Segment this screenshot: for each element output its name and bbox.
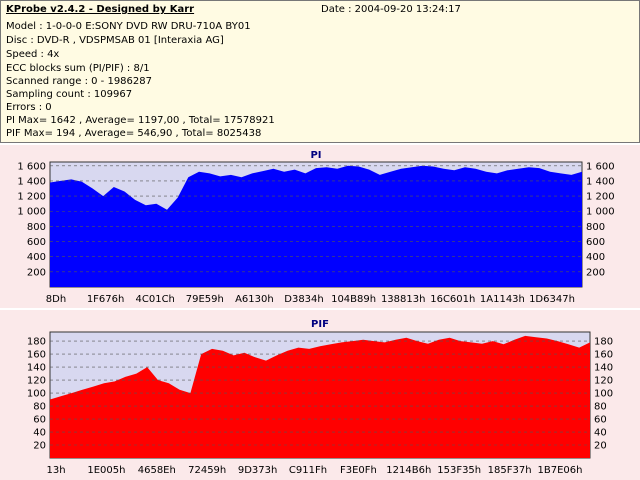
pi-ytick-label-left: 600: [27, 237, 46, 248]
pif-chart: PIF 20 20 40 40 60 60 80 80 100 100 120 120 140 140 160…: [27, 319, 613, 476]
pi-chart-panel: PI 200 200 400 400 600 600 800 800 1 000 1 000 1 20…: [0, 145, 640, 308]
pi-xtick-label: 1F676h: [87, 294, 125, 305]
pif-ytick-label-left: 120: [27, 376, 46, 387]
scan-date: Date : 2004-09-20 13:24:17: [321, 4, 461, 15]
pif-xtick-label: 185F37h: [488, 465, 532, 476]
pif-ytick-label-right: 140: [594, 363, 613, 374]
pi-ytick-label-right: 400: [586, 252, 605, 263]
pif-ytick-label-left: 20: [33, 441, 46, 452]
pif-xtick-label: 1B7E06h: [538, 465, 583, 476]
pi-ytick-label-right: 1 000: [586, 207, 615, 218]
pi-xtick-label: 138813h: [381, 294, 426, 305]
pif-xtick-label: 4658Eh: [138, 465, 176, 476]
pif-ytick-label-right: 80: [594, 402, 607, 413]
pif-chart-panel: PIF 20 20 40 40 60 60 80 80 100 100 120 120 140 140 160…: [0, 310, 640, 480]
pif-ytick-label-right: 120: [594, 376, 613, 387]
pi-xtick-label: 8Dh: [46, 294, 66, 305]
pif-xtick-label: 9D373h: [238, 465, 278, 476]
pi-xtick-label: 4C01Ch: [136, 294, 175, 305]
pi-stats-line: PI Max= 1642 , Average= 1197,00 , Total=…: [6, 115, 275, 126]
pi-xtick-label: D3834h: [284, 294, 324, 305]
pi-ytick-label-right: 1 600: [586, 161, 615, 172]
pi-ytick-label-right: 200: [586, 267, 605, 278]
sampling-count-line: Sampling count : 109967: [6, 89, 133, 100]
pif-ytick-label-left: 60: [33, 415, 46, 426]
pif-xtick-label: 1214B6h: [386, 465, 431, 476]
pif-xtick-label: 13h: [46, 465, 65, 476]
model-line: Model : 1-0-0-0 E:SONY DVD RW DRU-710A B…: [6, 21, 251, 32]
pif-ytick-label-left: 160: [27, 350, 46, 361]
pif-stats-line: PIF Max= 194 , Average= 546,90 , Total= …: [6, 128, 262, 139]
scanned-range-line: Scanned range : 0 - 1986287: [6, 76, 152, 87]
pif-ytick-label-left: 140: [27, 363, 46, 374]
pif-ytick-label-right: 20: [594, 441, 607, 452]
pi-xtick-label: 1D6347h: [529, 294, 575, 305]
pi-ytick-label-right: 1 400: [586, 176, 615, 187]
pif-xtick-label: 153F35h: [437, 465, 481, 476]
pi-ytick-label-left: 1 400: [17, 176, 46, 187]
speed-line: Speed : 4x: [6, 49, 60, 60]
pif-xtick-label: C911Fh: [289, 465, 327, 476]
pi-xtick-label: A6130h: [235, 294, 274, 305]
pif-series-area: [50, 335, 590, 458]
pif-ytick-label-right: 180: [594, 337, 613, 348]
app-title: KProbe v2.4.2 - Designed by Karr: [6, 4, 195, 15]
pi-ytick-label-right: 600: [586, 237, 605, 248]
pif-chart-title: PIF: [311, 319, 329, 330]
pif-ytick-label-right: 160: [594, 350, 613, 361]
pi-ytick-label-left: 400: [27, 252, 46, 263]
pi-xtick-label: 16C601h: [430, 294, 475, 305]
pi-xtick-label: 79E59h: [186, 294, 224, 305]
pif-ytick-label-right: 100: [594, 389, 613, 400]
disc-line: Disc : DVD-R , VDSPMSAB 01 [Interaxia AG…: [6, 35, 224, 46]
pif-xtick-label: 72459h: [188, 465, 226, 476]
pif-xtick-label: 1E005h: [87, 465, 125, 476]
errors-line: Errors : 0: [6, 102, 52, 113]
pi-chart-title: PI: [310, 150, 321, 161]
pif-ytick-label-left: 100: [27, 389, 46, 400]
pi-ytick-label-left: 800: [27, 222, 46, 233]
pi-chart: PI 200 200 400 400 600 600 800 800 1 000 1 000 1 20…: [17, 150, 615, 305]
pi-ytick-label-left: 1 200: [17, 192, 46, 203]
pi-ytick-label-left: 1 000: [17, 207, 46, 218]
info-panel: KProbe v2.4.2 - Designed by Karr Date : …: [0, 0, 640, 143]
pif-xtick-label: F3E0Fh: [340, 465, 377, 476]
pi-ytick-label-right: 800: [586, 222, 605, 233]
pi-ytick-label-left: 200: [27, 267, 46, 278]
pif-ytick-label-right: 60: [594, 415, 607, 426]
ecc-line: ECC blocks sum (PI/PIF) : 8/1: [6, 63, 150, 74]
pif-ytick-label-right: 40: [594, 428, 607, 439]
pif-ytick-label-left: 80: [33, 402, 46, 413]
pi-xtick-label: 1A1143h: [480, 294, 525, 305]
pif-ytick-label-left: 180: [27, 337, 46, 348]
pi-xtick-label: 104B89h: [331, 294, 376, 305]
pif-ytick-label-left: 40: [33, 428, 46, 439]
pi-ytick-label-left: 1 600: [17, 161, 46, 172]
pi-ytick-label-right: 1 200: [586, 192, 615, 203]
